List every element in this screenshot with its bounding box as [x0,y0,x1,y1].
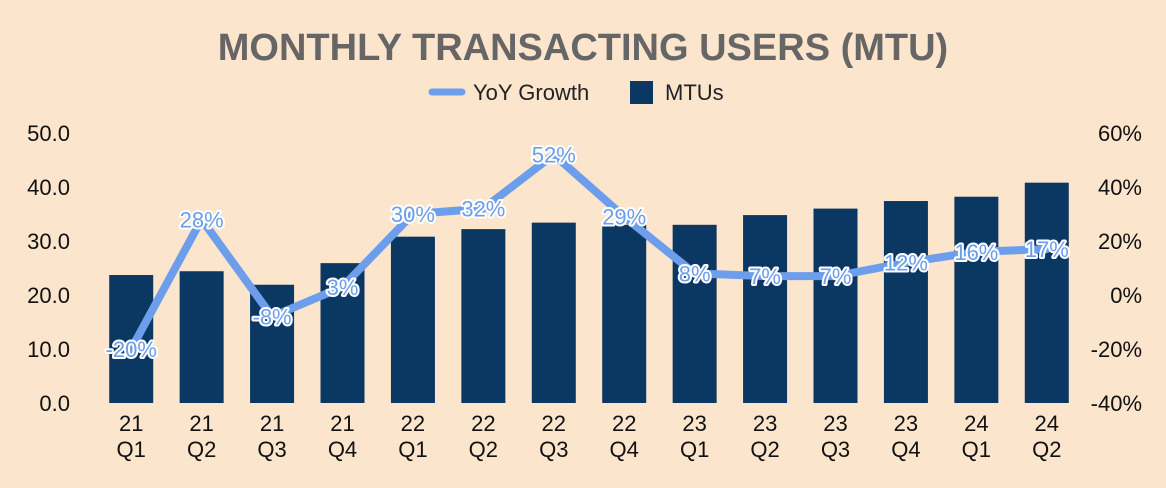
left-axis-tick-label: 0.0 [39,391,70,416]
x-tick-label: 22 Q2 [469,411,498,462]
right-axis-tick-label: -40% [1091,391,1142,416]
left-axis-tick-label: 50.0 [27,121,70,146]
legend-swatch-mtus [630,81,653,104]
growth-data-label: 8% [679,261,711,286]
x-tick-label: 23 Q1 [680,411,709,462]
chart-title: MONTHLY TRANSACTING USERS (MTU) [218,27,948,69]
growth-line-layer [127,150,1051,353]
left-axis: 0.0 10.0 20.0 30.0 40.0 50.0 [27,121,70,416]
bar-mtus [954,196,999,403]
left-axis-tick-label: 20.0 [27,283,70,308]
x-tick-label: 21 Q4 [328,411,357,462]
legend-label-yoy-growth: YoY Growth [473,80,589,105]
left-axis-tick-label: 40.0 [27,175,70,200]
bar-mtus [813,208,858,403]
growth-data-label: 16% [954,240,998,265]
x-tick-label: 24 Q2 [1032,411,1061,462]
x-tick-label: 21 Q3 [257,411,286,462]
growth-data-label: -8% [253,305,292,330]
legend: YoY Growth MTUs [428,80,724,105]
x-tick-label: 23 Q2 [750,411,779,462]
bar-mtus [390,236,435,403]
legend-label-mtus: MTUs [665,80,724,105]
right-axis-tick-label: 20% [1098,229,1142,254]
growth-data-label: 29% [602,205,646,230]
x-tick-label: 24 Q1 [962,411,991,462]
growth-data-label: 32% [461,197,505,222]
growth-data-label: 30% [391,202,435,227]
growth-labels-layer: -20% 28% -8% 3% 30% 32% 52% 29% 8% 7% 7% 12% 16% 17% [104,141,1071,364]
bar-mtus [179,271,224,403]
bar-mtus [743,215,788,403]
growth-data-label: 17% [1025,237,1069,262]
bar-mtus [109,275,154,403]
growth-data-label: 12% [884,251,928,276]
growth-data-label: -20% [106,337,157,362]
right-axis-tick-label: 0% [1110,283,1142,308]
growth-data-label: 3% [327,275,359,300]
x-tick-label: 22 Q4 [610,411,639,462]
x-tick-label: 23 Q4 [891,411,920,462]
bar-mtus [531,222,576,403]
right-axis-tick-label: 40% [1098,175,1142,200]
right-axis: -40% -20% 0% 20% 40% 60% [1091,121,1142,416]
x-tick-label: 23 Q3 [821,411,850,462]
bar-mtus [461,229,506,403]
bar-mtus [1024,182,1069,403]
right-axis-tick-label: -20% [1091,337,1142,362]
growth-data-label: 52% [532,143,576,168]
x-tick-label: 22 Q3 [539,411,568,462]
x-tick-label: 21 Q1 [117,411,146,462]
x-tick-label: 22 Q1 [398,411,427,462]
x-axis: 21 Q1 21 Q2 21 Q3 21 Q4 22 Q1 22 Q2 22 Q3 22 Q4 23 Q1 23 Q2… [117,411,1062,462]
growth-line [127,150,1051,353]
right-axis-tick-label: 60% [1098,121,1142,146]
bar-mtus [250,284,295,403]
left-axis-tick-label: 30.0 [27,229,70,254]
growth-data-label: 28% [180,207,224,232]
x-tick-label: 21 Q2 [187,411,216,462]
growth-data-label: 7% [749,264,781,289]
growth-data-label: 7% [820,264,852,289]
left-axis-tick-label: 10.0 [27,337,70,362]
bar-mtus [672,224,717,403]
bar-mtus [602,224,647,403]
bar-mtus [883,201,928,403]
